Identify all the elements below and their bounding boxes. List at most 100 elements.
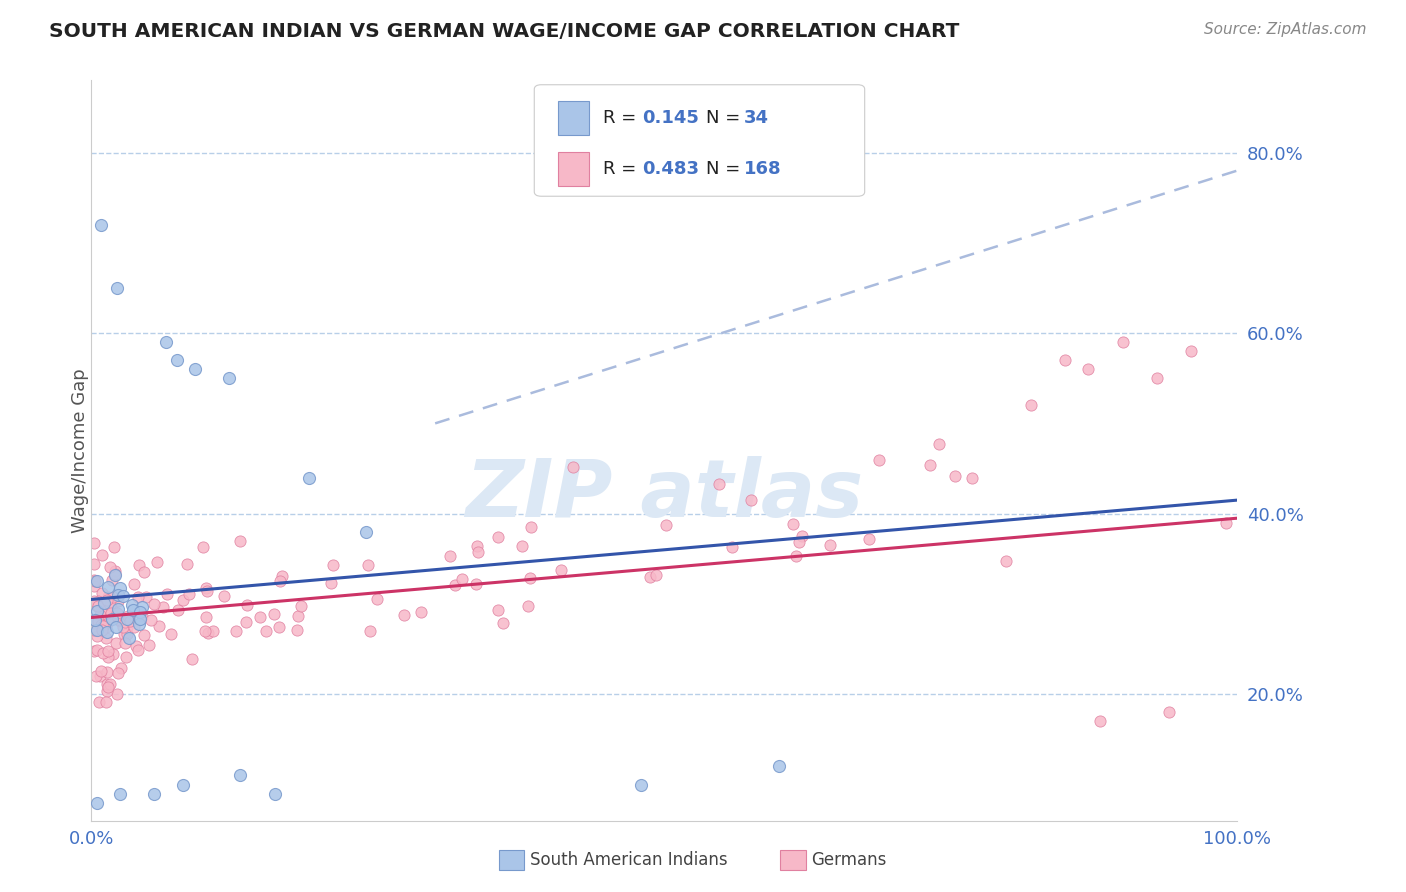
- Point: [114, 615, 136, 630]
- Point: [1088, 714, 1111, 729]
- Point: [118, 614, 141, 628]
- Point: [180, 652, 202, 666]
- Point: [107, 594, 129, 608]
- Point: [868, 453, 890, 467]
- Point: [89, 695, 111, 709]
- Point: [127, 643, 149, 657]
- Text: 34: 34: [744, 109, 769, 127]
- Point: [93, 607, 115, 621]
- Point: [114, 636, 136, 650]
- Point: [366, 591, 388, 606]
- Point: [98, 677, 121, 691]
- Point: [519, 571, 541, 585]
- Point: [290, 599, 312, 613]
- Text: ZIP atlas: ZIP atlas: [465, 456, 863, 534]
- Point: [91, 619, 114, 633]
- Point: [91, 549, 114, 563]
- Point: [768, 759, 790, 773]
- Point: [263, 787, 285, 801]
- Point: [235, 615, 257, 629]
- Point: [87, 594, 110, 608]
- Point: [218, 371, 240, 385]
- Point: [858, 533, 880, 547]
- Point: [122, 603, 145, 617]
- Point: [707, 476, 730, 491]
- Point: [148, 619, 170, 633]
- Point: [134, 566, 156, 580]
- Point: [122, 620, 145, 634]
- Point: [392, 607, 415, 622]
- Point: [93, 596, 115, 610]
- Text: Germans: Germans: [811, 851, 887, 869]
- Text: South American Indians: South American Indians: [530, 851, 728, 869]
- Point: [167, 603, 190, 617]
- Point: [195, 609, 218, 624]
- Point: [486, 530, 509, 544]
- Point: [359, 624, 381, 638]
- Point: [172, 778, 194, 792]
- Point: [94, 695, 117, 709]
- Point: [263, 607, 285, 622]
- Point: [90, 618, 112, 632]
- Point: [84, 574, 107, 588]
- Point: [104, 567, 127, 582]
- Point: [943, 468, 966, 483]
- Point: [166, 353, 188, 368]
- Point: [83, 643, 105, 657]
- Point: [97, 590, 120, 604]
- Point: [86, 630, 108, 644]
- Point: [97, 615, 120, 629]
- Point: [127, 590, 149, 604]
- Point: [550, 563, 572, 577]
- Point: [86, 604, 108, 618]
- Point: [142, 597, 165, 611]
- Point: [96, 684, 118, 698]
- Point: [176, 557, 198, 571]
- Point: [444, 578, 467, 592]
- Point: [177, 587, 200, 601]
- Point: [228, 534, 250, 549]
- Point: [117, 608, 139, 623]
- Point: [465, 576, 488, 591]
- Point: [96, 625, 118, 640]
- Point: [94, 632, 117, 646]
- Point: [105, 635, 128, 649]
- Point: [107, 611, 129, 625]
- Point: [90, 218, 112, 232]
- Point: [928, 436, 950, 450]
- Y-axis label: Wage/Income Gap: Wage/Income Gap: [72, 368, 89, 533]
- Point: [135, 590, 157, 604]
- Point: [236, 598, 259, 612]
- Text: 168: 168: [744, 161, 782, 178]
- Point: [740, 492, 762, 507]
- Point: [86, 796, 108, 810]
- Point: [1146, 371, 1168, 385]
- Point: [97, 580, 120, 594]
- Point: [183, 362, 205, 376]
- Point: [83, 623, 105, 637]
- Point: [83, 558, 105, 572]
- Text: Source: ZipAtlas.com: Source: ZipAtlas.com: [1204, 22, 1367, 37]
- Point: [86, 624, 108, 638]
- Point: [89, 669, 111, 683]
- Point: [110, 581, 132, 595]
- Point: [155, 335, 177, 350]
- Point: [131, 609, 153, 624]
- Point: [101, 647, 124, 661]
- Point: [1019, 398, 1042, 412]
- Point: [83, 615, 105, 630]
- Text: R =: R =: [603, 109, 643, 127]
- Point: [98, 560, 121, 574]
- Point: [195, 583, 218, 598]
- Point: [214, 589, 236, 603]
- Point: [107, 602, 129, 616]
- Point: [84, 614, 107, 628]
- Point: [920, 458, 942, 472]
- Point: [104, 620, 127, 634]
- Point: [143, 787, 166, 801]
- Point: [517, 599, 540, 613]
- Point: [721, 541, 744, 555]
- Point: [90, 665, 112, 679]
- Text: 0.145: 0.145: [643, 109, 699, 127]
- Point: [492, 615, 515, 630]
